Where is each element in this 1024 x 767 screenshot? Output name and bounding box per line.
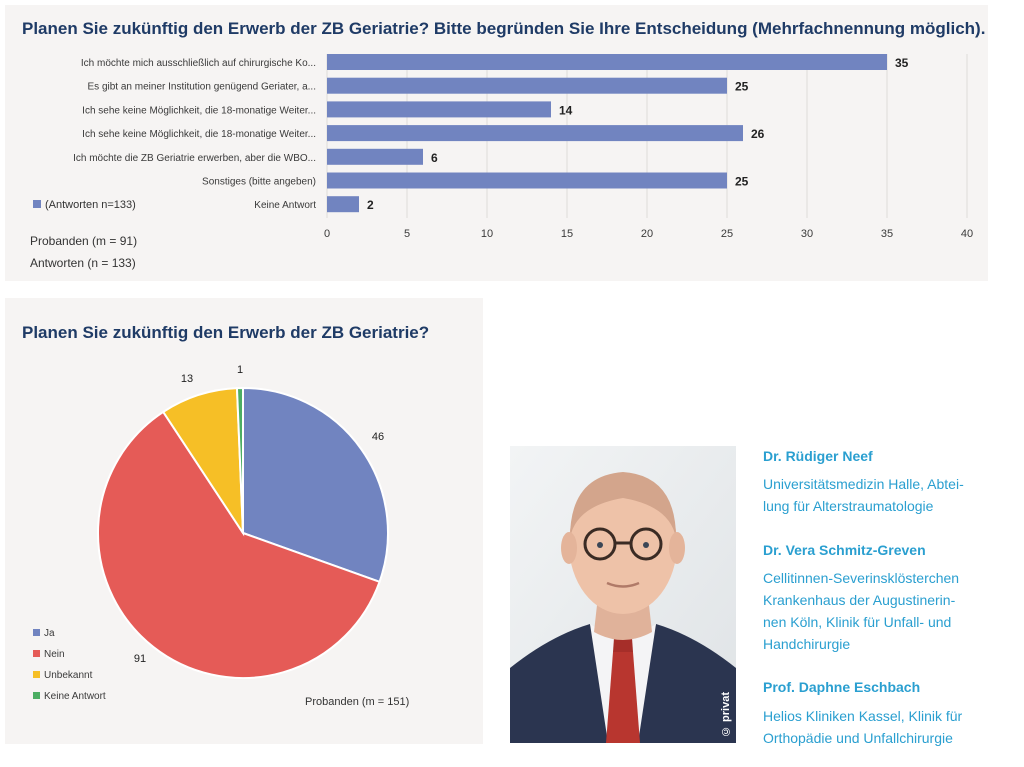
portrait-image xyxy=(510,446,736,743)
pie-chart-panel xyxy=(5,298,483,744)
pie-note: Probanden (m = 151) xyxy=(305,696,410,708)
bar-note-probanden: Probanden (m = 91) xyxy=(30,234,138,248)
author-3-affiliation-line-2: Orthopädie und Unfallchirurgie xyxy=(763,730,953,746)
pie-chart-title: Planen Sie zukünftig den Erwerb der ZB G… xyxy=(22,323,430,342)
bar-legend-swatch xyxy=(33,200,41,208)
bar-note-antworten: Antworten (n = 133) xyxy=(30,256,136,270)
author-1-affiliation-line-2: lung für Alterstraumatologie xyxy=(763,498,934,514)
author-2-affiliation-line-4: Handchirurgie xyxy=(763,636,851,652)
bar-chart-panel xyxy=(5,5,988,281)
author-2-affiliation-line-3: nen Köln, Klinik für Unfall- und xyxy=(763,614,952,630)
author-photo: © privat xyxy=(510,446,736,743)
author-2-affiliation-line-1: Cellitinnen-Severinsklösterchen xyxy=(763,570,960,586)
bar-chart-title: Planen Sie zukünftig den Erwerb der ZB G… xyxy=(22,19,986,38)
author-2-affiliation-line-2: Krankenhaus der Augustinerin- xyxy=(763,592,956,608)
author-1-affiliation-line-1: Universitätsmedizin Halle, Abtei- xyxy=(763,476,964,492)
bar-legend: (Antworten n=133) xyxy=(33,199,136,211)
author-2-name: Dr. Vera Schmitz-Greven xyxy=(763,542,926,558)
author-3-affiliation-line-1: Helios Kliniken Kassel, Klinik für xyxy=(763,708,963,724)
bar-legend-label: (Antworten n=133) xyxy=(45,199,136,211)
author-3-name: Prof. Daphne Eschbach xyxy=(763,679,921,695)
photo-credit: © privat xyxy=(720,691,732,737)
author-1-name: Dr. Rüdiger Neef xyxy=(763,448,873,464)
